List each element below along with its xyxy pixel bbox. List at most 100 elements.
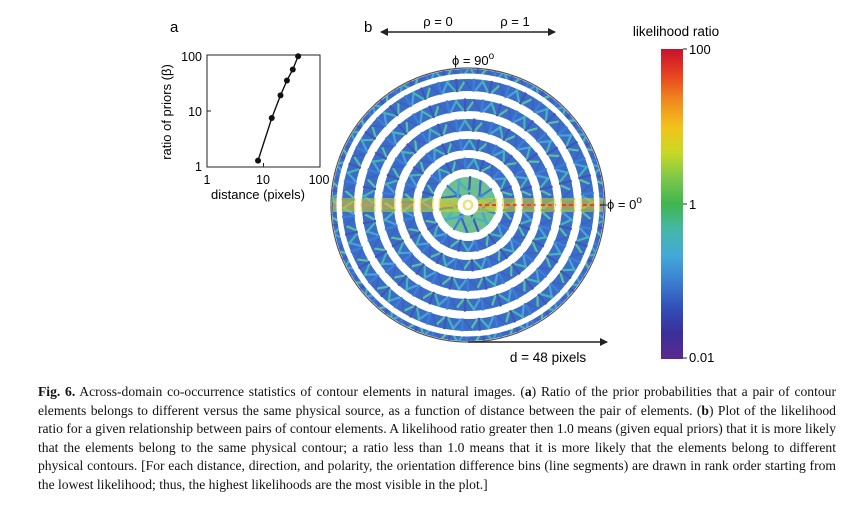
polar-segment bbox=[428, 84, 440, 95]
polar-segment bbox=[343, 216, 355, 228]
polar-segment bbox=[338, 244, 344, 250]
polar-segment bbox=[436, 332, 441, 339]
polar-segment bbox=[468, 138, 477, 151]
polar-segment bbox=[499, 271, 513, 280]
polar-segment bbox=[445, 162, 453, 175]
polar-segment bbox=[514, 134, 518, 148]
polar-segment bbox=[474, 239, 479, 252]
polar-segment bbox=[452, 334, 458, 341]
polar-segment bbox=[334, 227, 340, 234]
polar-segment bbox=[333, 223, 339, 227]
polar-segment bbox=[442, 70, 446, 77]
polar-segment bbox=[430, 73, 435, 80]
polar-segment bbox=[539, 90, 545, 97]
polar-segment bbox=[568, 256, 582, 264]
polar-segment bbox=[415, 307, 421, 321]
polar-segment bbox=[558, 171, 569, 183]
polar-segment bbox=[350, 246, 364, 254]
polar-segment bbox=[433, 147, 446, 156]
polar-segment bbox=[379, 305, 386, 310]
polar-segment bbox=[447, 235, 451, 249]
polar-segment bbox=[367, 294, 374, 298]
polar-segment bbox=[514, 326, 519, 333]
polar-segment bbox=[399, 86, 403, 93]
polar-segment bbox=[492, 332, 498, 339]
polar-segment bbox=[595, 230, 602, 237]
polar-segment bbox=[428, 291, 436, 305]
polar-segment bbox=[347, 139, 354, 145]
polar-segment bbox=[398, 317, 404, 324]
polar-segment bbox=[463, 118, 473, 132]
polar-segment bbox=[513, 161, 519, 175]
polar-segment bbox=[574, 241, 588, 248]
polar-segment bbox=[539, 292, 554, 299]
panel-b-label: b bbox=[364, 19, 372, 36]
polar-segment bbox=[584, 262, 590, 269]
polar-segment bbox=[447, 141, 453, 154]
polar-segment bbox=[406, 143, 417, 154]
polar-segment bbox=[408, 174, 417, 186]
panel-a-plot-frame bbox=[206, 54, 321, 168]
polar-segment bbox=[388, 93, 395, 98]
polar-segment bbox=[559, 269, 572, 280]
polar-segment bbox=[490, 232, 503, 238]
polar-segment bbox=[430, 330, 435, 337]
polar-segment bbox=[425, 311, 432, 325]
polar-segment bbox=[495, 293, 502, 307]
polar-segment bbox=[462, 259, 471, 272]
polar-segment bbox=[586, 148, 593, 152]
polar-segment bbox=[449, 297, 458, 311]
polar-segment bbox=[370, 124, 385, 129]
polar-segment bbox=[340, 250, 347, 255]
polar-segment bbox=[423, 219, 437, 224]
polar-segment bbox=[566, 290, 570, 297]
polar-segment bbox=[414, 325, 419, 332]
polar-segment bbox=[382, 111, 397, 118]
polar-segment bbox=[497, 222, 510, 231]
polar-segment bbox=[543, 95, 550, 100]
panel-a-data-points bbox=[255, 53, 302, 164]
polar-segment bbox=[350, 134, 356, 140]
polar-segment bbox=[475, 139, 480, 152]
polar-segment bbox=[445, 121, 457, 133]
polar-segment bbox=[439, 233, 449, 245]
polar-segment bbox=[365, 173, 379, 180]
polar-segment bbox=[513, 286, 527, 295]
polar-segment bbox=[405, 277, 409, 291]
polar-segment bbox=[513, 78, 520, 84]
polar-segment bbox=[454, 159, 465, 170]
polar-segment bbox=[342, 149, 348, 156]
polar-segment bbox=[594, 168, 600, 174]
panel-a-data-point bbox=[255, 157, 262, 164]
polar-segment bbox=[487, 121, 494, 135]
polar-segment bbox=[473, 158, 480, 171]
polar-segment bbox=[509, 328, 514, 335]
polar-segment bbox=[454, 99, 465, 112]
polar-segment bbox=[467, 176, 472, 196]
polar-segment bbox=[582, 136, 587, 143]
polar-segment bbox=[463, 78, 473, 92]
polar-segment bbox=[425, 182, 435, 195]
polar-segment bbox=[545, 112, 557, 124]
polar-segment bbox=[452, 69, 458, 75]
polar-segment bbox=[372, 107, 376, 114]
polar-ring-gap bbox=[433, 170, 503, 240]
polar-segment bbox=[480, 257, 487, 270]
polar-segment bbox=[536, 132, 548, 143]
polar-segment bbox=[553, 162, 567, 170]
polar-segment bbox=[531, 239, 545, 248]
polar-segment bbox=[428, 127, 441, 137]
polar-segment bbox=[498, 83, 505, 97]
polar-segment bbox=[388, 104, 399, 117]
polar-segment bbox=[348, 162, 362, 169]
polar-segment bbox=[525, 251, 539, 255]
polar-segment bbox=[379, 99, 386, 106]
polar-segment bbox=[538, 224, 552, 231]
polar-segment bbox=[557, 299, 563, 305]
polar-segment bbox=[412, 165, 425, 175]
polar-segment bbox=[438, 167, 451, 175]
panel-a-data-point bbox=[295, 53, 302, 60]
polar-segment bbox=[595, 175, 602, 179]
polar-segment bbox=[333, 182, 339, 188]
polar-segment bbox=[397, 274, 408, 287]
